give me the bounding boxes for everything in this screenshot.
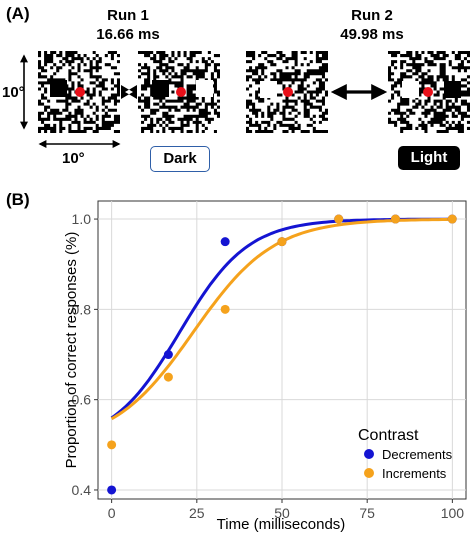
- noise-pattern: [38, 51, 120, 133]
- panel-a-label: (A): [6, 4, 30, 23]
- legend-label-decrements: Decrements: [382, 447, 453, 462]
- psychometric-chart: 0 25 50 75 100 0.4 0.6 0.8 1.0 Time (millisecond…: [63, 200, 467, 533]
- data-point-decrements: [163, 350, 173, 360]
- light-target-square: [196, 80, 213, 97]
- y-axis-label: Proportion of correct responses (%): [63, 232, 80, 469]
- legend-marker-increments: [364, 468, 374, 478]
- y-tick-label: 1.0: [72, 211, 92, 227]
- data-point-increments: [163, 372, 173, 382]
- stimulus-run2-frame2: [388, 51, 470, 133]
- swap-arrow-small: [121, 85, 137, 99]
- stimulus-run2-frame1: [246, 51, 328, 133]
- data-point-increments: [390, 214, 400, 224]
- run2-title-text: Run 2: [351, 7, 393, 24]
- light-label: Light: [398, 146, 460, 170]
- fixation-dot: [176, 87, 186, 97]
- data-point-increments: [447, 214, 457, 224]
- run2-duration: 49.98 ms: [340, 26, 404, 43]
- legend: Contrast Decrements Increments: [358, 427, 453, 481]
- run1-title-text: Run 1: [107, 7, 149, 24]
- stimulus-run1-frame2: [138, 51, 220, 133]
- y-tick-label: 0.8: [72, 301, 92, 317]
- data-point-increments: [220, 304, 230, 314]
- y-tick-label: 0.6: [72, 392, 92, 408]
- data-point-decrements: [220, 237, 230, 247]
- points: [107, 214, 457, 495]
- height-label: 10°: [2, 84, 25, 101]
- data-point-decrements: [107, 485, 117, 495]
- dark-target-square: [152, 80, 169, 97]
- tick-labels: 0 25 50 75 100 0.4 0.6 0.8 1.0: [72, 211, 465, 521]
- light-target-square: [260, 81, 277, 98]
- width-label: 10°: [62, 150, 85, 167]
- fixation-dot: [75, 87, 85, 97]
- dark-target-square: [50, 80, 67, 97]
- x-axis-label: Time (milliseconds): [217, 516, 346, 533]
- run2-title: Run 2 49.98 ms: [302, 6, 442, 44]
- data-point-increments: [107, 440, 117, 450]
- run1-duration: 16.66 ms: [96, 26, 160, 43]
- run1-title: Run 1 16.66 ms: [58, 6, 198, 44]
- x-tick-label: 25: [189, 505, 205, 521]
- x-tick-label: 50: [274, 505, 290, 521]
- dark-target-square: [444, 81, 461, 98]
- stimulus-run1-frame1: [38, 51, 120, 133]
- y-tick-label: 0.4: [72, 482, 92, 498]
- legend-marker-decrements: [364, 449, 374, 459]
- x-tick-label: 75: [359, 505, 375, 521]
- legend-title: Contrast: [358, 427, 419, 444]
- panel-b-label: (B): [6, 190, 30, 209]
- panel-a-arrows: [20, 54, 388, 148]
- data-point-increments: [277, 237, 287, 247]
- dark-label: Dark: [150, 146, 210, 172]
- fixation-dot: [283, 87, 293, 97]
- x-tick-label: 100: [441, 505, 465, 521]
- light-target-square: [402, 81, 419, 98]
- noise-pattern: [246, 51, 328, 133]
- data-point-increments: [334, 214, 344, 224]
- legend-label-increments: Increments: [382, 466, 447, 481]
- fixation-dot: [423, 87, 433, 97]
- x-tick-label: 0: [108, 505, 116, 521]
